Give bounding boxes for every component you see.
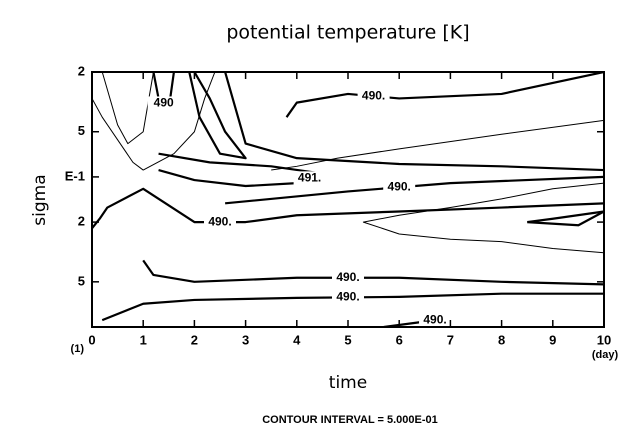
x-tick-label: 0 xyxy=(88,332,95,347)
x-tick-label: 10 xyxy=(597,332,611,347)
x-tick-label: 8 xyxy=(498,332,505,347)
contour-line xyxy=(285,72,604,118)
y-tick-label: 5 xyxy=(78,273,85,288)
x-axis-label: time xyxy=(329,373,367,393)
x-tick-label: 3 xyxy=(242,332,249,347)
contour-label-bg xyxy=(357,89,390,104)
contour-line xyxy=(101,292,604,322)
contour-label: 490. xyxy=(388,179,411,193)
contour-label: 490. xyxy=(362,88,385,102)
contour-line xyxy=(92,72,216,171)
x-tick-label: 5 xyxy=(344,332,351,347)
y-tick-label: (1) xyxy=(71,343,85,355)
x-tick-label: 7 xyxy=(447,332,454,347)
contour-label: 490. xyxy=(336,290,359,304)
y-axis-label: sigma xyxy=(30,174,50,225)
x-tick-label: 2 xyxy=(191,332,198,347)
y-tick-label: 5 xyxy=(78,123,85,138)
contour-label-bg xyxy=(204,215,236,230)
plot-area: 490. 490. 490. 490. 490. 491. 490. 490 xyxy=(92,72,604,327)
x-tick-label: 1 xyxy=(140,332,147,347)
contour-label: 490. xyxy=(208,214,231,228)
contour-line xyxy=(101,72,154,145)
contour-label-bg xyxy=(293,171,326,186)
footer: CONTOUR INTERVAL = 5.000E-01 xyxy=(262,414,438,426)
contour-line xyxy=(271,119,604,171)
contour-label-bg xyxy=(332,270,364,285)
contour-label-bg xyxy=(383,180,416,195)
contour-line xyxy=(527,210,604,227)
contour-label: 490 xyxy=(154,96,174,110)
chart-title: potential temperature [K] xyxy=(226,22,469,44)
y-tick-label: E-1 xyxy=(65,168,85,183)
contour-label: 491. xyxy=(298,171,321,185)
y-tick-label: 2 xyxy=(78,63,85,78)
contour-label-bg xyxy=(419,313,452,327)
contour-line xyxy=(142,259,604,286)
contour-label: 490. xyxy=(423,313,446,327)
x-tick-label: 6 xyxy=(396,332,403,347)
y-tick-label: 2 xyxy=(78,214,85,229)
contour-label-bg xyxy=(332,290,364,305)
x-unit: (day) xyxy=(592,349,619,361)
x-tick-label: 4 xyxy=(293,332,301,347)
x-tick-label: 9 xyxy=(549,332,556,347)
contour-label: 490. xyxy=(336,270,359,284)
contour-line xyxy=(188,72,247,160)
contour-line xyxy=(362,182,604,254)
contour-line xyxy=(224,72,604,172)
contour-label-bg xyxy=(147,96,180,111)
